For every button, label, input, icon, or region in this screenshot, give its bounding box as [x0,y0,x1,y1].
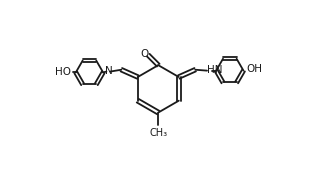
Text: CH₃: CH₃ [149,128,167,138]
Text: HO: HO [55,68,71,78]
Text: HN: HN [207,65,223,75]
Text: OH: OH [246,64,262,74]
Text: O: O [141,49,149,59]
Text: N: N [105,66,112,76]
